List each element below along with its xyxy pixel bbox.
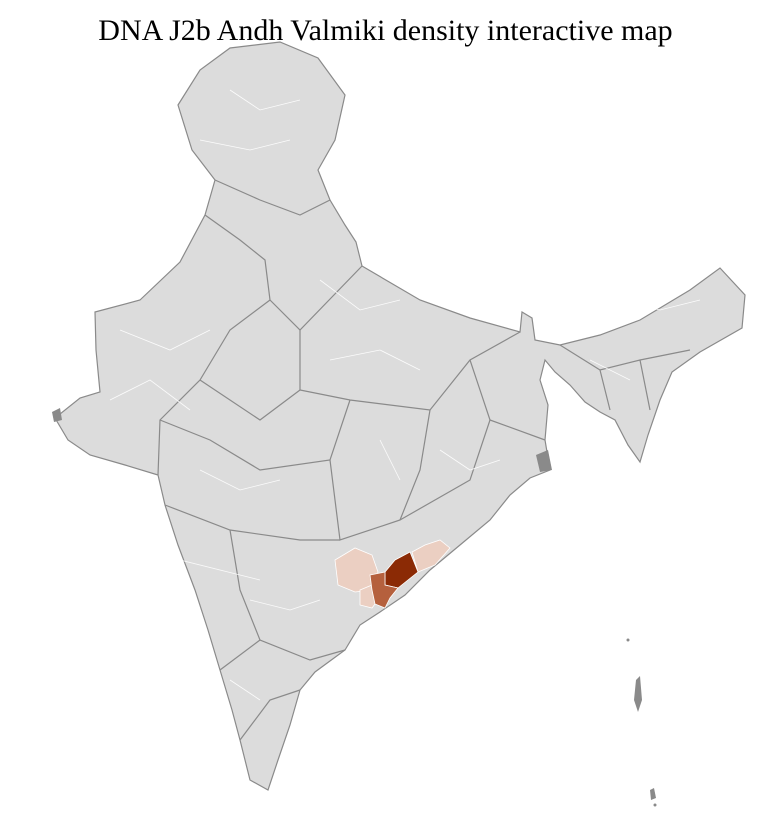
sunderbans [536,450,552,472]
district-medium-density[interactable] [369,571,399,609]
density-regions[interactable] [334,539,451,609]
india-base[interactable] [54,41,746,791]
india-outline[interactable] [54,41,746,791]
map-title: DNA J2b Andh Valmiki density interactive… [98,14,673,47]
islands [52,408,657,807]
gujarat-coast-island [52,408,62,422]
nicobar-islands [650,788,656,800]
andaman-islands [634,676,642,712]
state-borders [157,179,691,741]
district-borders [109,89,701,701]
